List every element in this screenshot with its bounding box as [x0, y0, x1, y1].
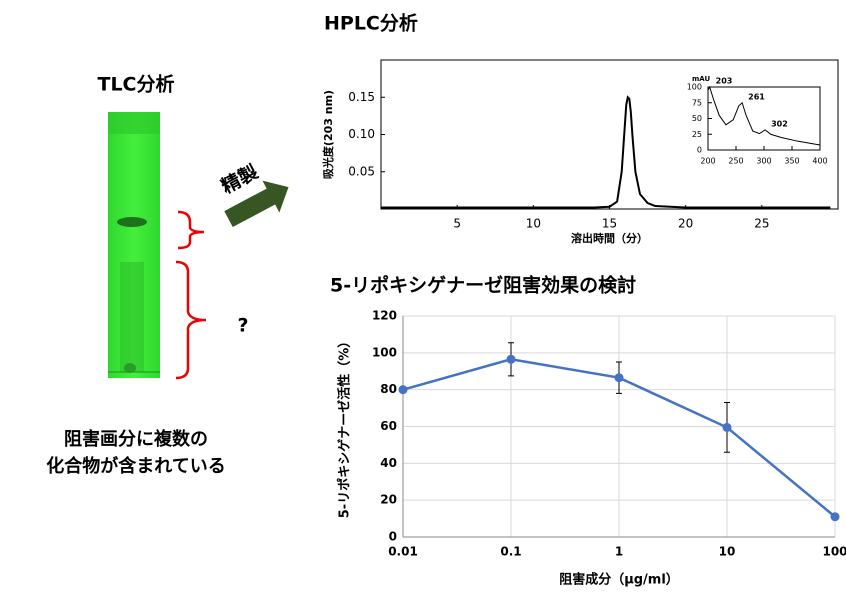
y-tick-label: 0: [697, 146, 702, 155]
y-tick-label: 100: [372, 345, 397, 359]
x-axis-label: 溶出時間（分）: [571, 231, 648, 245]
data-point: [615, 373, 624, 382]
chart-title: HPLC分析: [324, 12, 418, 35]
data-point: [831, 512, 840, 521]
y-tick-label: 60: [380, 419, 397, 433]
x-tick-label: 10: [526, 217, 541, 231]
data-point: [507, 355, 516, 364]
slide: TLC分析 ? 阻害画分に複数の 化合物が含まれている 精製 HPLC分析 5-…: [0, 0, 846, 596]
brace: [178, 212, 204, 248]
x-tick-label: 15: [602, 217, 617, 231]
y-tick-label: 100: [687, 83, 702, 92]
purification-label: 精製: [217, 160, 261, 198]
x-tick-label: 10: [719, 545, 736, 559]
y-tick-label: 0: [389, 530, 397, 544]
x-tick-label: 100: [822, 545, 846, 559]
y-tick-label: 120: [372, 309, 397, 323]
data-line: [381, 97, 830, 207]
x-tick-label: 250: [728, 157, 743, 166]
x-tick-label: 200: [700, 157, 715, 166]
y-axis-label: 5-リポキシゲナーゼ活性（%）: [337, 335, 353, 518]
y-tick-label: 20: [380, 493, 397, 507]
y-tick-label: 80: [380, 382, 397, 396]
x-axis-label: 阻害成分（μg/ml）: [559, 572, 679, 588]
plot-frame: [381, 60, 838, 209]
x-tick-label: 350: [784, 157, 799, 166]
y-tick-label: 75: [692, 98, 702, 107]
y-tick-label: 0.10: [348, 127, 375, 141]
note-line: 阻害画分に複数の: [64, 428, 208, 450]
tlc-title: TLC分析: [97, 73, 174, 96]
chart-title: 5-リポキシゲナーゼ阻害効果の検討: [330, 274, 636, 297]
note-line: 化合物が含まれている: [46, 455, 225, 477]
x-tick-label: 25: [754, 217, 769, 231]
y-tick-label: 25: [692, 130, 702, 139]
x-tick-label: 5: [453, 217, 461, 231]
data-point: [399, 385, 408, 394]
x-tick-label: 0.01: [388, 545, 418, 559]
question-mark: ?: [237, 315, 248, 337]
x-tick-label: 400: [812, 157, 827, 166]
x-tick-label: 1: [615, 545, 623, 559]
y-axis-label: mAU: [692, 75, 710, 83]
peak-label: 203: [716, 77, 733, 86]
y-axis-label: 吸光度(203 nm): [321, 90, 335, 179]
data-point: [723, 423, 732, 432]
peak-label: 302: [771, 119, 788, 128]
x-tick-label: 300: [756, 157, 771, 166]
x-tick-label: 20: [678, 217, 693, 231]
y-tick-label: 0.05: [348, 164, 375, 178]
y-tick-label: 0.15: [348, 90, 375, 104]
y-tick-label: 50: [692, 114, 702, 123]
peak-label: 261: [748, 92, 765, 101]
y-tick-label: 40: [380, 456, 397, 470]
tlc-plate: [108, 112, 160, 378]
brace: [176, 262, 206, 378]
x-tick-label: 0.1: [500, 545, 521, 559]
